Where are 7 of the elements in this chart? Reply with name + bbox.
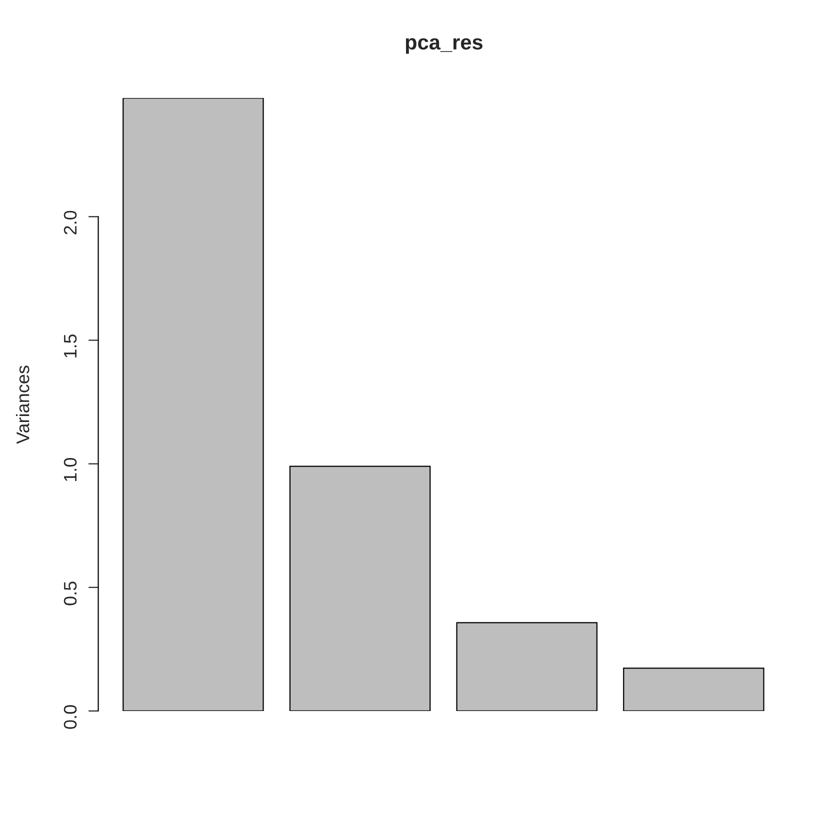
chart-title: pca_res <box>406 38 482 54</box>
y-tick-label: 1.5 <box>64 334 77 358</box>
y-tick-label: 2.0 <box>64 210 77 234</box>
y-tick-label: 0.5 <box>64 582 77 606</box>
y-tick-label: 1.0 <box>64 458 77 481</box>
y-tick-label: 0.0 <box>64 705 77 729</box>
y-axis-title: Variances <box>16 366 30 444</box>
